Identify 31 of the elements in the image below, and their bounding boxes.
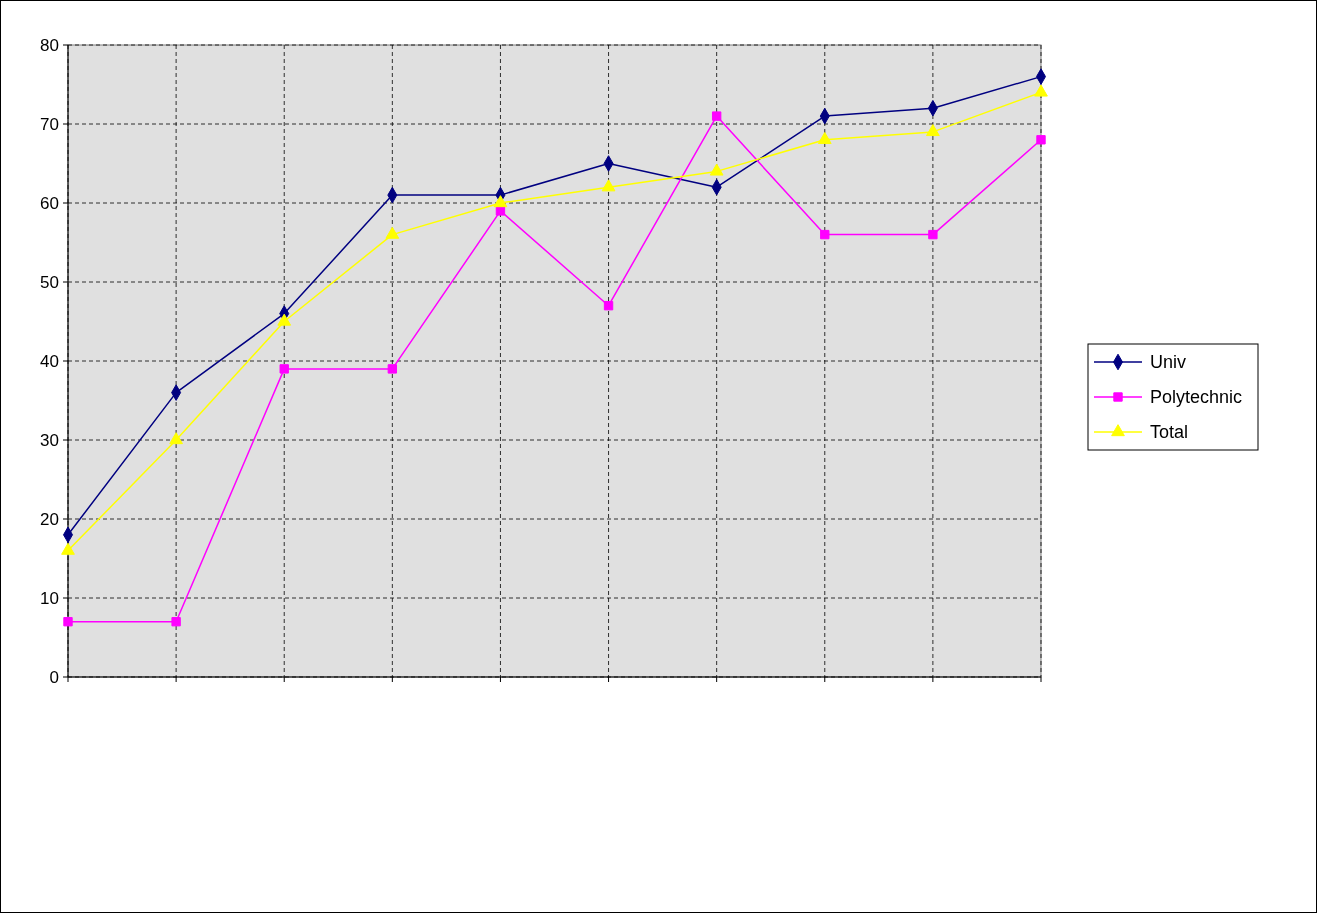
y-tick-label: 70	[40, 114, 59, 134]
legend-label: Univ	[1150, 352, 1187, 373]
point	[169, 432, 183, 445]
point	[926, 124, 940, 137]
point	[603, 301, 614, 311]
legend-label: Total	[1150, 422, 1189, 443]
point	[928, 229, 938, 240]
legend-label: Polytechnic	[1150, 387, 1243, 408]
point	[63, 617, 73, 627]
point	[277, 313, 292, 326]
y-tick-label: 50	[40, 272, 59, 292]
y-tick-label: 30	[40, 430, 59, 450]
point	[709, 163, 724, 176]
y-tick-label: 0	[49, 667, 59, 687]
point	[817, 131, 832, 144]
point	[601, 179, 616, 192]
point	[820, 229, 830, 240]
y-tick-label: 40	[40, 351, 59, 371]
point	[279, 364, 289, 374]
y-tick-label: 80	[40, 35, 59, 55]
y-tick-label: 60	[40, 193, 59, 213]
y-tick-label: 20	[40, 509, 59, 529]
point	[387, 364, 398, 374]
point	[171, 617, 181, 627]
point	[1034, 84, 1048, 97]
y-tick-label: 10	[40, 588, 59, 608]
point	[1036, 135, 1046, 145]
point	[385, 226, 400, 239]
point	[493, 195, 508, 208]
point	[495, 206, 506, 216]
point	[711, 111, 722, 121]
